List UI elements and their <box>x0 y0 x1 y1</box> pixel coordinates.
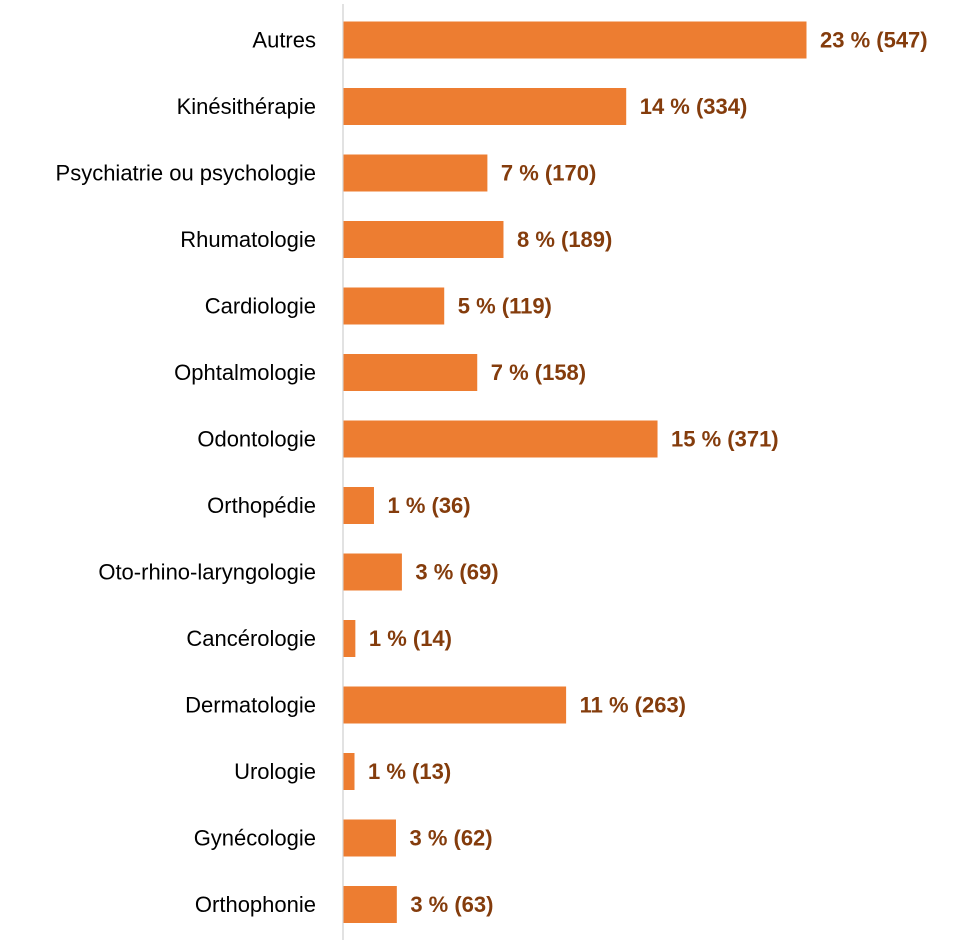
category-label-7: Orthopédie <box>207 493 316 518</box>
bar-7 <box>343 487 374 524</box>
data-label-10: 11 % (263) <box>580 693 686 718</box>
category-label-13: Orthophonie <box>195 892 316 917</box>
bar-1 <box>343 88 627 125</box>
category-label-3: Rhumatologie <box>180 227 316 252</box>
category-label-10: Dermatologie <box>185 693 316 718</box>
bar-11 <box>343 753 355 790</box>
category-label-11: Urologie <box>234 759 316 784</box>
data-label-7: 1 % (36) <box>387 493 470 518</box>
bar-2 <box>343 154 488 192</box>
category-label-8: Oto-rhino-laryngologie <box>98 560 316 585</box>
category-label-4: Cardiologie <box>205 294 316 319</box>
bar-6 <box>343 420 658 458</box>
data-label-8: 3 % (69) <box>415 560 498 585</box>
bar-4 <box>343 287 445 325</box>
category-label-5: Ophtalmologie <box>174 360 316 385</box>
bar-9 <box>343 620 356 657</box>
data-label-0: 23 % (547) <box>820 28 928 53</box>
bar-8 <box>343 553 402 591</box>
bar-13 <box>343 886 397 923</box>
bar-12 <box>343 819 396 857</box>
category-label-0: Autres <box>252 28 316 53</box>
data-label-3: 8 % (189) <box>517 227 612 252</box>
bar-5 <box>343 354 478 391</box>
category-label-2: Psychiatrie ou psychologie <box>56 161 316 186</box>
bars-layer <box>343 21 807 923</box>
category-label-12: Gynécologie <box>194 826 316 851</box>
category-label-6: Odontologie <box>197 427 316 452</box>
data-label-11: 1 % (13) <box>368 759 451 784</box>
data-label-6: 15 % (371) <box>671 427 779 452</box>
data-label-13: 3 % (63) <box>410 892 493 917</box>
data-label-12: 3 % (62) <box>409 826 492 851</box>
data-labels-layer: 23 % (547) 14 % (334) 7 % (170) 8 % (189) 5 … <box>368 28 928 918</box>
data-label-9: 1 % (14) <box>369 626 452 651</box>
bar-0 <box>343 21 807 59</box>
bar-3 <box>343 221 504 258</box>
category-label-1: Kinésithérapie <box>177 94 316 119</box>
data-label-5: 7 % (158) <box>491 360 586 385</box>
category-labels-layer: Autres Kinésithérapie Psychiatrie ou psych… <box>56 28 316 918</box>
data-label-1: 14 % (334) <box>640 94 748 119</box>
bar-10 <box>343 686 567 724</box>
data-label-4: 5 % (119) <box>458 294 552 319</box>
category-label-9: Cancérologie <box>186 626 316 651</box>
data-label-2: 7 % (170) <box>501 161 596 186</box>
